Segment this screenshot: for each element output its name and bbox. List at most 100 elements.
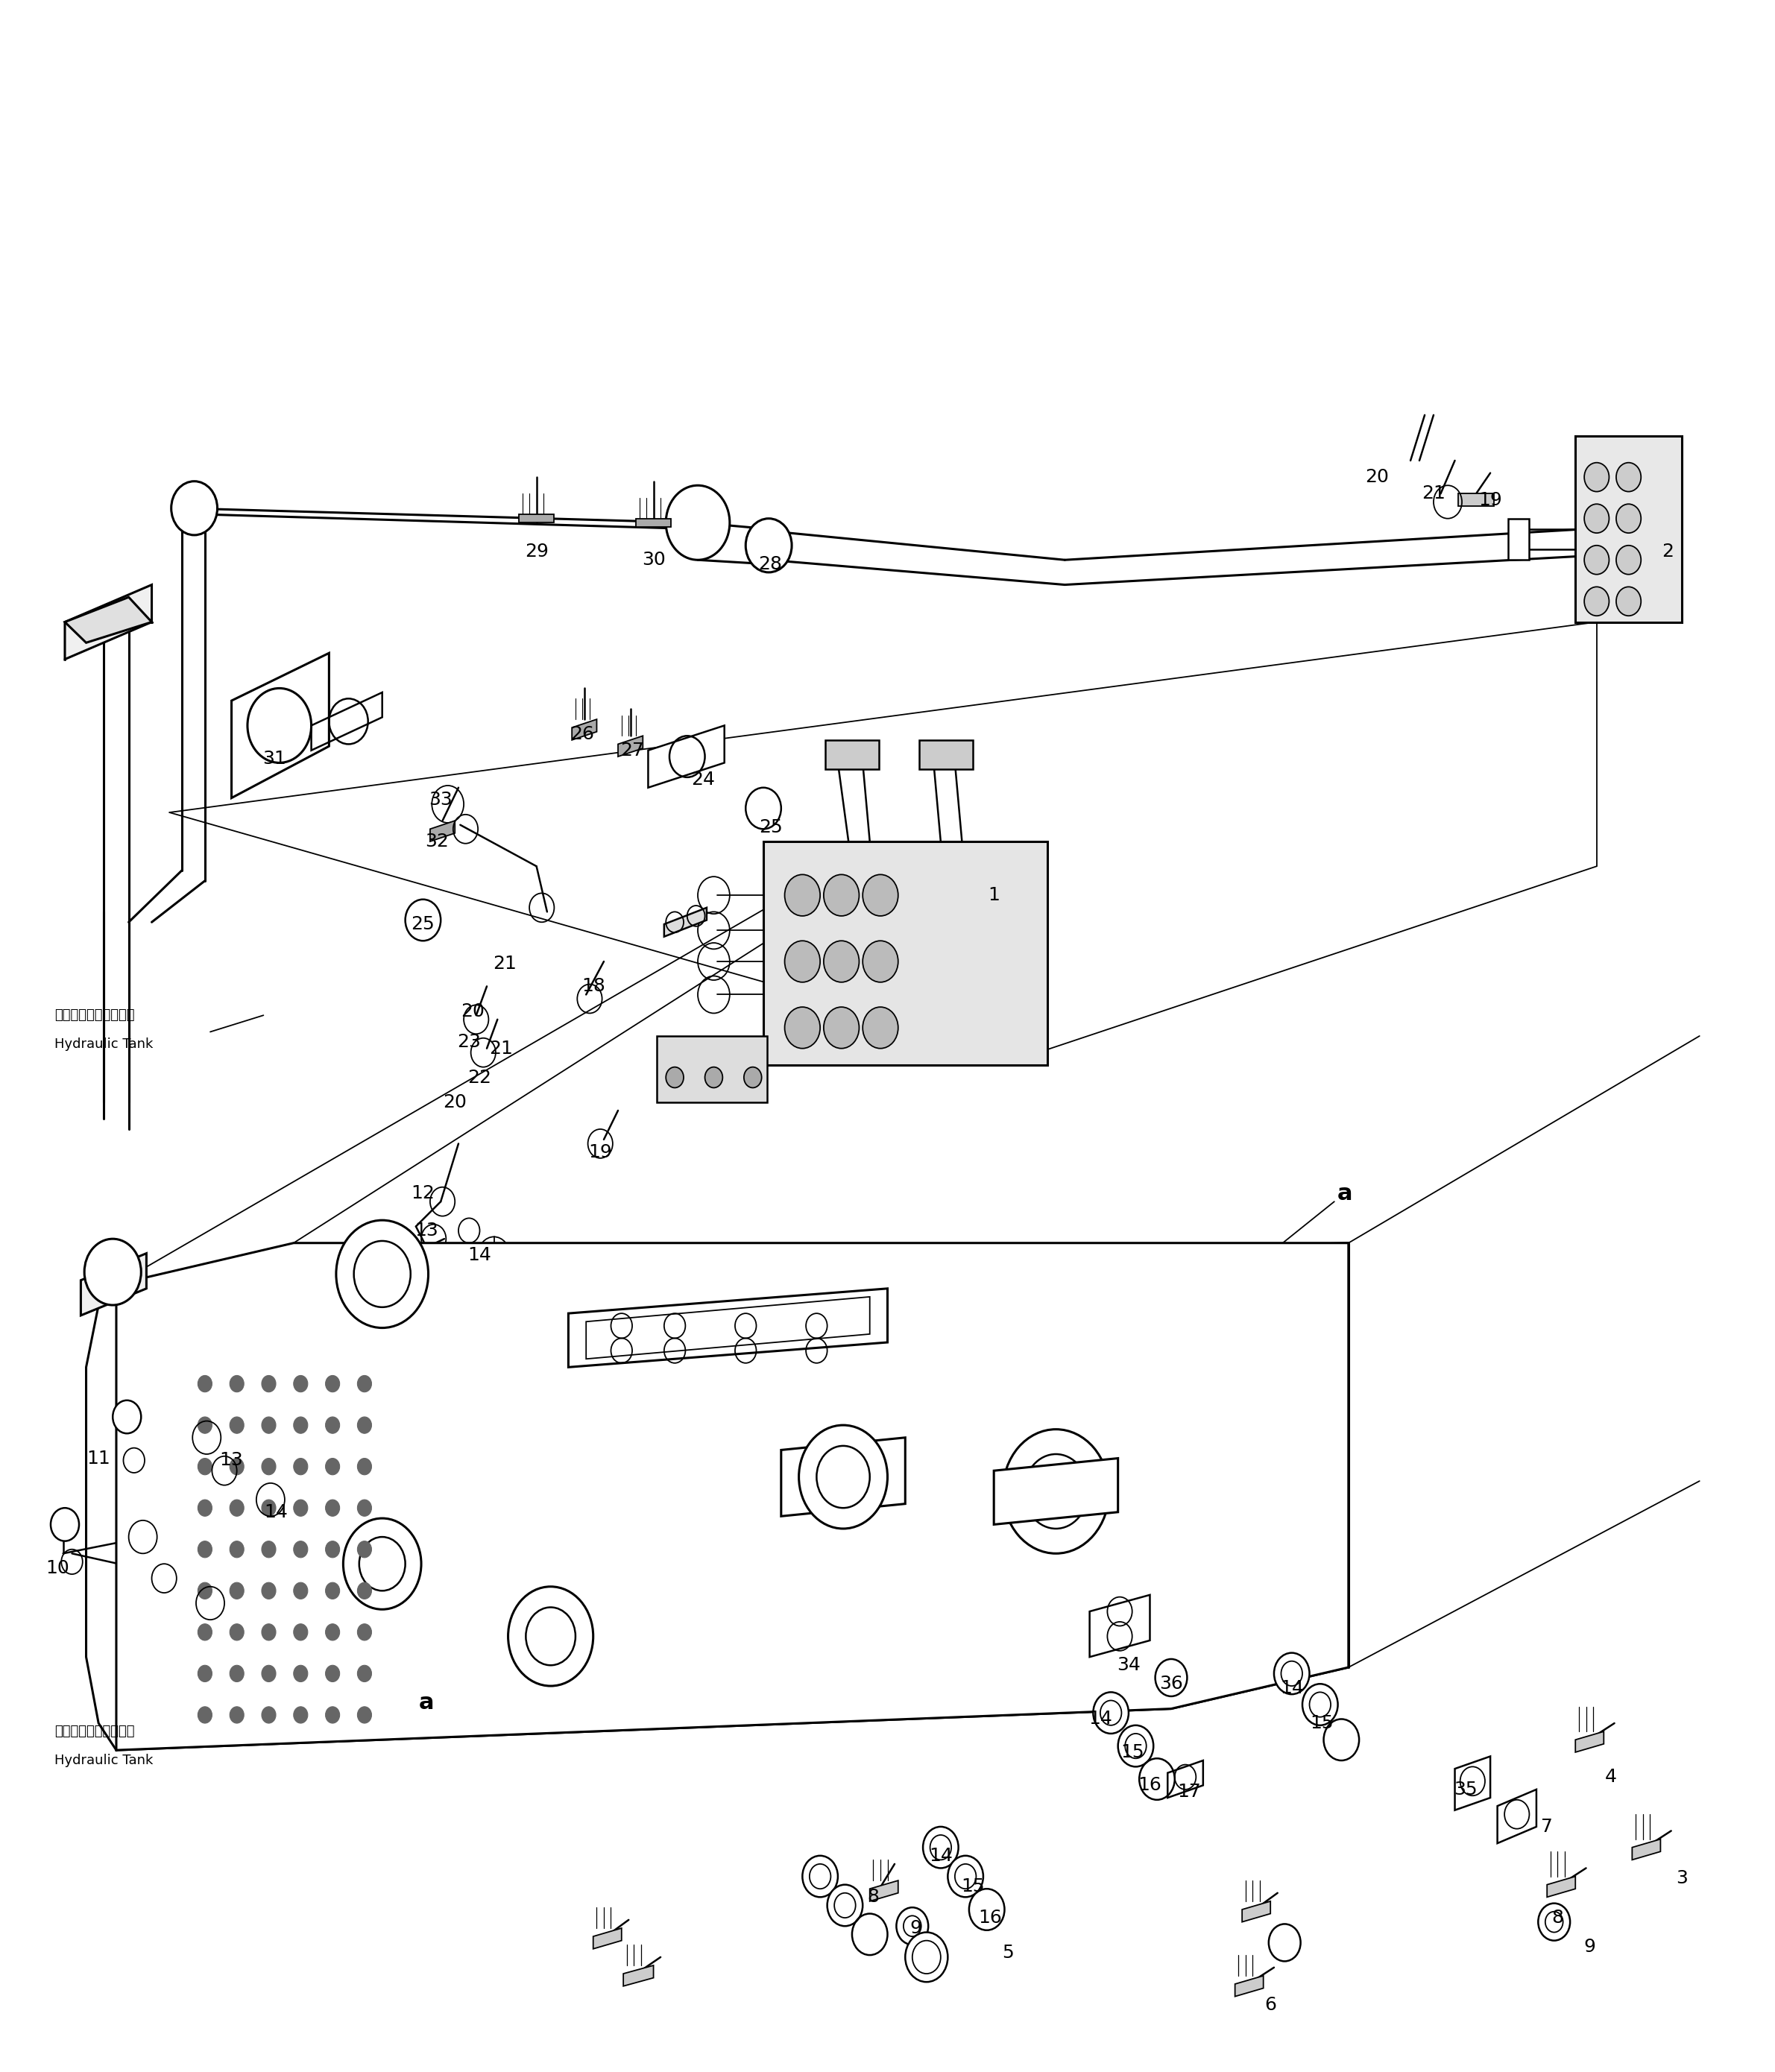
Text: 20: 20 — [462, 1003, 485, 1019]
Text: 28: 28 — [758, 555, 783, 574]
Polygon shape — [1459, 493, 1495, 506]
Circle shape — [357, 1624, 371, 1641]
Polygon shape — [231, 653, 328, 798]
Circle shape — [1118, 1726, 1154, 1767]
Circle shape — [197, 1707, 211, 1724]
Text: a: a — [1337, 1183, 1353, 1204]
Polygon shape — [593, 1929, 621, 1950]
Circle shape — [293, 1707, 307, 1724]
Circle shape — [1003, 1430, 1109, 1554]
Polygon shape — [1633, 1840, 1660, 1861]
Text: 15: 15 — [1120, 1743, 1143, 1761]
Text: 9: 9 — [911, 1919, 921, 1937]
Circle shape — [824, 941, 859, 982]
Circle shape — [1617, 545, 1642, 574]
Polygon shape — [568, 1289, 887, 1368]
Bar — [1509, 518, 1530, 559]
Text: 33: 33 — [430, 792, 453, 808]
Circle shape — [261, 1417, 275, 1434]
Text: 20: 20 — [444, 1094, 467, 1111]
Circle shape — [948, 1857, 983, 1898]
Text: 12: 12 — [412, 1185, 435, 1202]
Text: 14: 14 — [264, 1502, 288, 1521]
Circle shape — [905, 1933, 948, 1983]
Circle shape — [1617, 462, 1642, 491]
Circle shape — [896, 1908, 928, 1946]
Circle shape — [261, 1707, 275, 1724]
Text: Hydraulic Tank: Hydraulic Tank — [55, 1753, 153, 1767]
Circle shape — [744, 1067, 761, 1088]
Circle shape — [197, 1500, 211, 1517]
Polygon shape — [572, 719, 596, 740]
Polygon shape — [66, 597, 151, 642]
Text: 35: 35 — [1454, 1780, 1477, 1798]
Text: 14: 14 — [1280, 1678, 1303, 1697]
Text: 25: 25 — [412, 916, 435, 932]
Circle shape — [1585, 545, 1610, 574]
Bar — [763, 841, 1047, 1065]
Circle shape — [923, 1828, 959, 1869]
Text: 14: 14 — [469, 1247, 492, 1264]
Circle shape — [824, 874, 859, 916]
Text: 29: 29 — [525, 543, 548, 562]
Circle shape — [357, 1376, 371, 1392]
Circle shape — [1274, 1653, 1310, 1695]
Circle shape — [293, 1376, 307, 1392]
Text: 5: 5 — [1003, 1944, 1014, 1962]
Polygon shape — [1242, 1902, 1271, 1923]
Circle shape — [666, 485, 730, 559]
Circle shape — [335, 1220, 428, 1328]
Bar — [1576, 435, 1681, 622]
Text: 10: 10 — [46, 1558, 69, 1577]
Polygon shape — [623, 1966, 653, 1987]
Circle shape — [325, 1459, 339, 1475]
Circle shape — [824, 1007, 859, 1048]
Text: 15: 15 — [1310, 1714, 1333, 1732]
Text: a: a — [419, 1691, 435, 1714]
Text: 21: 21 — [490, 1040, 513, 1057]
Circle shape — [293, 1459, 307, 1475]
Circle shape — [261, 1376, 275, 1392]
Circle shape — [357, 1542, 371, 1558]
Polygon shape — [664, 908, 706, 937]
Polygon shape — [648, 725, 724, 787]
Circle shape — [357, 1417, 371, 1434]
Text: 6: 6 — [1264, 1995, 1276, 2014]
Circle shape — [1617, 586, 1642, 615]
Text: 16: 16 — [978, 1908, 1003, 1927]
Circle shape — [293, 1542, 307, 1558]
Circle shape — [827, 1886, 863, 1927]
Text: 13: 13 — [415, 1222, 438, 1239]
Circle shape — [357, 1459, 371, 1475]
Circle shape — [197, 1542, 211, 1558]
Text: 32: 32 — [426, 833, 449, 850]
Text: 34: 34 — [1116, 1656, 1141, 1674]
Circle shape — [293, 1624, 307, 1641]
Text: 11: 11 — [87, 1448, 110, 1467]
Text: 20: 20 — [1365, 468, 1388, 487]
Circle shape — [969, 1890, 1005, 1931]
Circle shape — [343, 1519, 421, 1610]
Circle shape — [197, 1417, 211, 1434]
Circle shape — [261, 1583, 275, 1600]
Circle shape — [261, 1500, 275, 1517]
Text: 7: 7 — [1541, 1817, 1553, 1836]
Polygon shape — [1168, 1761, 1203, 1798]
Text: 22: 22 — [469, 1069, 492, 1086]
Text: Hydraulic Tank: Hydraulic Tank — [55, 1038, 153, 1051]
Text: 31: 31 — [263, 750, 286, 767]
Text: 17: 17 — [1177, 1782, 1200, 1801]
Text: 15: 15 — [960, 1877, 985, 1896]
Circle shape — [1617, 503, 1642, 533]
Circle shape — [229, 1376, 243, 1392]
Circle shape — [261, 1459, 275, 1475]
Bar — [919, 740, 973, 769]
Text: 21: 21 — [493, 955, 517, 972]
Polygon shape — [1576, 1732, 1605, 1753]
Text: 24: 24 — [690, 771, 715, 787]
Circle shape — [705, 1067, 722, 1088]
Circle shape — [863, 874, 898, 916]
Polygon shape — [1498, 1790, 1537, 1844]
Circle shape — [1269, 1925, 1301, 1962]
Circle shape — [785, 1007, 820, 1048]
